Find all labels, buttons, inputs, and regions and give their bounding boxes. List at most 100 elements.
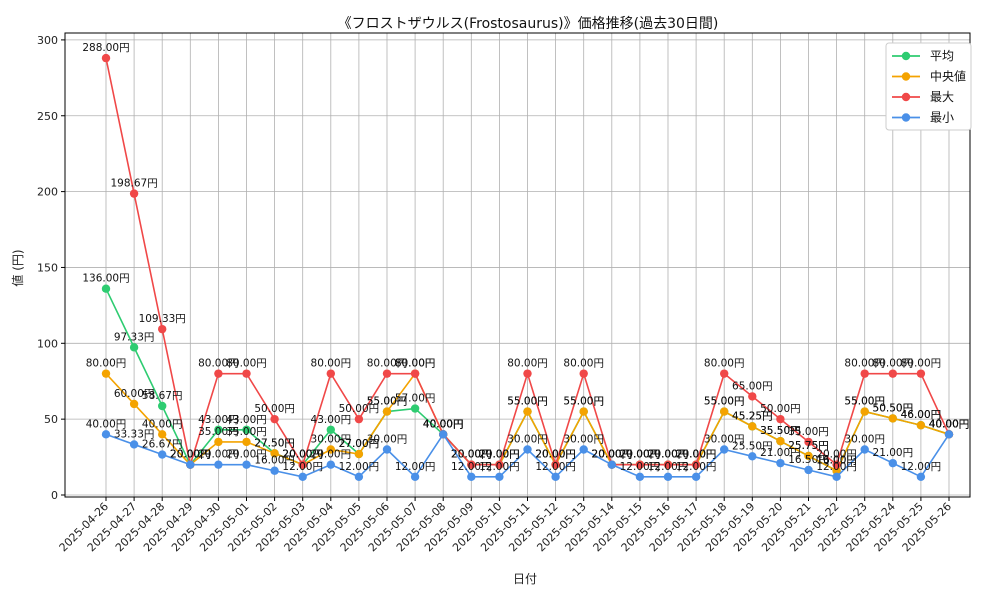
x-axis-title: 日付 — [513, 572, 537, 586]
data-point — [720, 369, 729, 378]
data-point — [804, 451, 813, 461]
data-point — [214, 437, 223, 447]
data-point — [804, 465, 813, 475]
data-point — [354, 414, 364, 424]
data-label: 40.00円 — [929, 418, 970, 430]
data-point — [832, 460, 841, 469]
data-point — [101, 369, 111, 378]
data-label: 20.00円 — [620, 449, 661, 461]
data-label: 55.00円 — [563, 396, 604, 408]
data-label: 12.00円 — [339, 461, 380, 473]
data-point — [607, 460, 616, 469]
data-point — [691, 460, 701, 469]
data-label: 80.00円 — [367, 358, 408, 370]
data-label: 40.00円 — [423, 418, 464, 430]
data-label: 55.00円 — [507, 396, 548, 408]
data-point — [804, 437, 813, 447]
legend-swatch-marker — [901, 92, 911, 102]
data-point — [523, 445, 532, 454]
data-point — [298, 460, 307, 469]
data-label: 16.50円 — [788, 454, 829, 466]
data-label: 43.00円 — [311, 414, 352, 426]
data-label: 12.00円 — [620, 461, 661, 473]
data-point — [129, 399, 139, 409]
data-label: 20.00円 — [620, 449, 661, 461]
data-label: 26.67円 — [142, 439, 183, 451]
data-label: 109.33円 — [139, 313, 186, 325]
data-label: 20.00円 — [592, 449, 633, 461]
data-label: 21.00円 — [760, 447, 801, 459]
data-label: 20.00円 — [170, 449, 211, 461]
data-label: 20.00円 — [451, 449, 492, 461]
data-point — [382, 407, 392, 416]
data-point — [410, 404, 420, 413]
data-label: 25.50円 — [732, 440, 773, 452]
data-point — [916, 421, 926, 430]
data-point — [551, 460, 560, 469]
y-tick-label: 300 — [37, 34, 58, 47]
data-label: 20.00円 — [592, 449, 633, 461]
data-label: 20.00円 — [620, 449, 661, 461]
data-label: 80.00円 — [873, 358, 914, 370]
data-point — [888, 458, 897, 468]
data-label: 30.00円 — [507, 433, 548, 445]
data-label: 80.00円 — [395, 358, 436, 370]
data-label: 12.00円 — [479, 461, 520, 473]
data-label: 25.75円 — [788, 440, 829, 452]
data-point — [663, 460, 673, 469]
data-point — [860, 445, 869, 454]
data-label: 55.00円 — [844, 396, 885, 408]
chart-title: 《フロストザウルス(Frostosaurus)》価格推移(過去30日間) — [338, 16, 719, 32]
data-point — [776, 458, 785, 468]
data-label: 12.00円 — [535, 461, 576, 473]
data-label: 35.50円 — [760, 425, 801, 437]
data-point — [860, 369, 869, 378]
data-label: 50.00円 — [339, 403, 380, 415]
data-label: 12.00円 — [901, 461, 942, 473]
plot-frame — [64, 32, 971, 498]
legend-label: 最小 — [930, 111, 954, 125]
data-label: 50.00円 — [254, 403, 295, 415]
data-label: 80.00円 — [311, 358, 352, 370]
data-point — [776, 436, 785, 446]
data-label: 80.00円 — [507, 358, 548, 370]
data-label: 80.00円 — [704, 358, 745, 370]
data-label: 35.50円 — [760, 425, 801, 437]
data-label: 16.00円 — [254, 455, 295, 467]
data-point — [214, 460, 223, 469]
data-label: 30.00円 — [563, 433, 604, 445]
data-point — [691, 472, 701, 481]
data-point — [467, 472, 476, 481]
data-point — [832, 472, 841, 481]
data-label: 20.00円 — [282, 449, 323, 461]
data-point — [326, 460, 335, 469]
data-point — [270, 449, 279, 458]
data-label: 40.00円 — [423, 418, 464, 430]
data-label: 40.00円 — [86, 418, 127, 430]
y-tick-label: 50 — [44, 413, 58, 426]
data-label: 40.00円 — [423, 418, 464, 430]
data-point — [832, 466, 841, 475]
data-label: 80.00円 — [844, 358, 885, 370]
data-point — [158, 324, 167, 334]
data-label: 40.00円 — [423, 418, 464, 430]
data-point — [635, 472, 645, 481]
data-point — [242, 437, 251, 447]
data-label: 20.00円 — [479, 449, 520, 461]
legend-label: 平均 — [930, 49, 954, 63]
data-label: 20.00円 — [479, 449, 520, 461]
data-label: 20.00円 — [676, 449, 717, 461]
data-point — [579, 369, 588, 378]
data-label: 12.00円 — [676, 461, 717, 473]
y-tick-label: 0 — [51, 489, 58, 502]
data-label: 30.00円 — [311, 433, 352, 445]
data-label: 20.00円 — [282, 449, 323, 461]
data-label: 35.00円 — [226, 426, 267, 438]
y-tick-label: 150 — [37, 261, 58, 274]
data-point — [860, 407, 869, 416]
data-point — [101, 284, 111, 293]
data-label: 20.00円 — [676, 449, 717, 461]
data-label: 20.00円 — [816, 449, 857, 461]
